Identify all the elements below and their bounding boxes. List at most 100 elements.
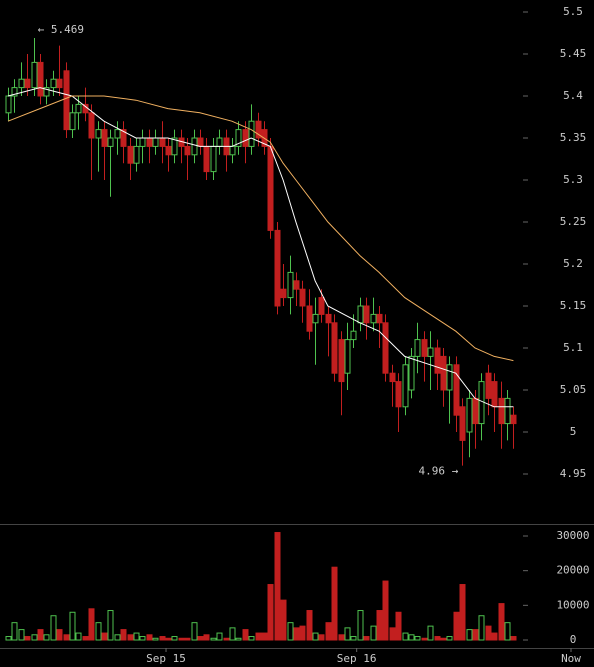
candle-body xyxy=(88,112,95,139)
candle-body xyxy=(370,313,377,324)
y-tick-label: 5.5 xyxy=(563,5,583,18)
volume-bar xyxy=(69,611,76,641)
volume-bar xyxy=(223,637,230,641)
candle-body xyxy=(171,137,178,156)
candle-body xyxy=(139,137,146,147)
candle-body xyxy=(280,288,287,299)
candle-body xyxy=(152,137,159,147)
volume-bar xyxy=(82,636,89,641)
candle-body xyxy=(24,78,31,89)
volume-bar xyxy=(171,636,178,641)
candle-body xyxy=(229,145,236,156)
volume-bar xyxy=(331,566,338,641)
candle-body xyxy=(5,95,12,114)
moving-average xyxy=(7,87,514,408)
candle-body xyxy=(453,364,460,416)
volume-bar xyxy=(127,634,134,641)
volume-bar xyxy=(139,636,146,641)
volume-bar xyxy=(357,610,364,641)
candle-body xyxy=(312,313,319,324)
volume-bar xyxy=(88,608,95,641)
volume-bar xyxy=(459,584,466,641)
candle-body xyxy=(37,61,44,97)
volume-bar xyxy=(466,629,473,641)
volume-bar xyxy=(229,627,236,641)
volume-bar xyxy=(440,637,447,641)
volume-bar xyxy=(504,622,511,641)
volume-bar xyxy=(370,625,377,641)
annotation: ← 5.469 xyxy=(38,23,84,36)
candle-body xyxy=(299,288,306,307)
volume-bar xyxy=(408,634,415,641)
candle-body xyxy=(331,322,338,374)
candle-body xyxy=(427,347,434,357)
volume-bar xyxy=(414,636,421,641)
candle-body xyxy=(69,112,76,131)
candle-body xyxy=(414,339,421,357)
candle-body xyxy=(43,87,50,97)
candle-body xyxy=(63,70,70,131)
volume-bar xyxy=(376,610,383,641)
candle-body xyxy=(11,87,18,97)
candle-body xyxy=(184,145,191,156)
candle-body xyxy=(127,145,134,164)
annotation: 4.96 → xyxy=(418,465,458,478)
candle-body xyxy=(203,145,210,173)
volume-bar xyxy=(43,634,50,641)
volume-bar xyxy=(235,637,242,641)
volume-bar xyxy=(159,636,166,641)
volume-bar xyxy=(216,632,223,641)
y-tick-label: 5.2 xyxy=(563,257,583,270)
volume-bar xyxy=(255,632,262,641)
volume-bar xyxy=(120,629,127,641)
volume-bar xyxy=(146,634,153,641)
volume-bar xyxy=(293,627,300,641)
candle-body xyxy=(446,364,453,391)
y-tick-label: 5.45 xyxy=(560,47,587,60)
volume-bar xyxy=(395,611,402,641)
volume-bar xyxy=(344,627,351,641)
volume-bar xyxy=(325,622,332,641)
candle-body xyxy=(459,406,466,441)
volume-bar xyxy=(402,632,409,641)
volume-bar xyxy=(37,629,44,641)
volume-bar xyxy=(56,629,63,641)
candle-body xyxy=(114,129,121,139)
candle-body xyxy=(344,339,351,374)
volume-bar xyxy=(203,634,210,641)
y-tick-label: 5.3 xyxy=(563,173,583,186)
candle-body xyxy=(287,271,294,299)
candle-body xyxy=(165,145,172,156)
volume-bar xyxy=(210,637,217,641)
volume-bar xyxy=(306,610,313,641)
candle-body xyxy=(133,145,140,164)
volume-bar xyxy=(114,634,121,641)
volume-bar xyxy=(478,615,485,641)
candle-body xyxy=(389,372,396,383)
y2-tick-label: 0 xyxy=(570,633,577,646)
volume-bar xyxy=(274,532,281,641)
volume-bar xyxy=(485,625,492,641)
volume-bar xyxy=(446,636,453,641)
candle-body xyxy=(159,137,166,147)
candle-body xyxy=(363,305,370,324)
x-tick-label: Now xyxy=(561,652,581,665)
volume-bar xyxy=(389,627,396,641)
candle-body xyxy=(434,347,441,374)
candle-body xyxy=(498,397,505,425)
candle-body xyxy=(318,297,325,315)
volume-bar xyxy=(338,634,345,641)
volume-bar xyxy=(421,637,428,641)
y-tick-label: 5.1 xyxy=(563,341,583,354)
candle-body xyxy=(101,129,108,147)
candle-body xyxy=(466,397,473,433)
candle-body xyxy=(306,305,313,332)
volume-bar xyxy=(287,622,294,641)
candle-body xyxy=(31,61,38,89)
volume-bar xyxy=(184,637,191,641)
candle-body xyxy=(56,78,63,89)
candle-body xyxy=(75,103,82,114)
candle-body xyxy=(325,313,332,324)
